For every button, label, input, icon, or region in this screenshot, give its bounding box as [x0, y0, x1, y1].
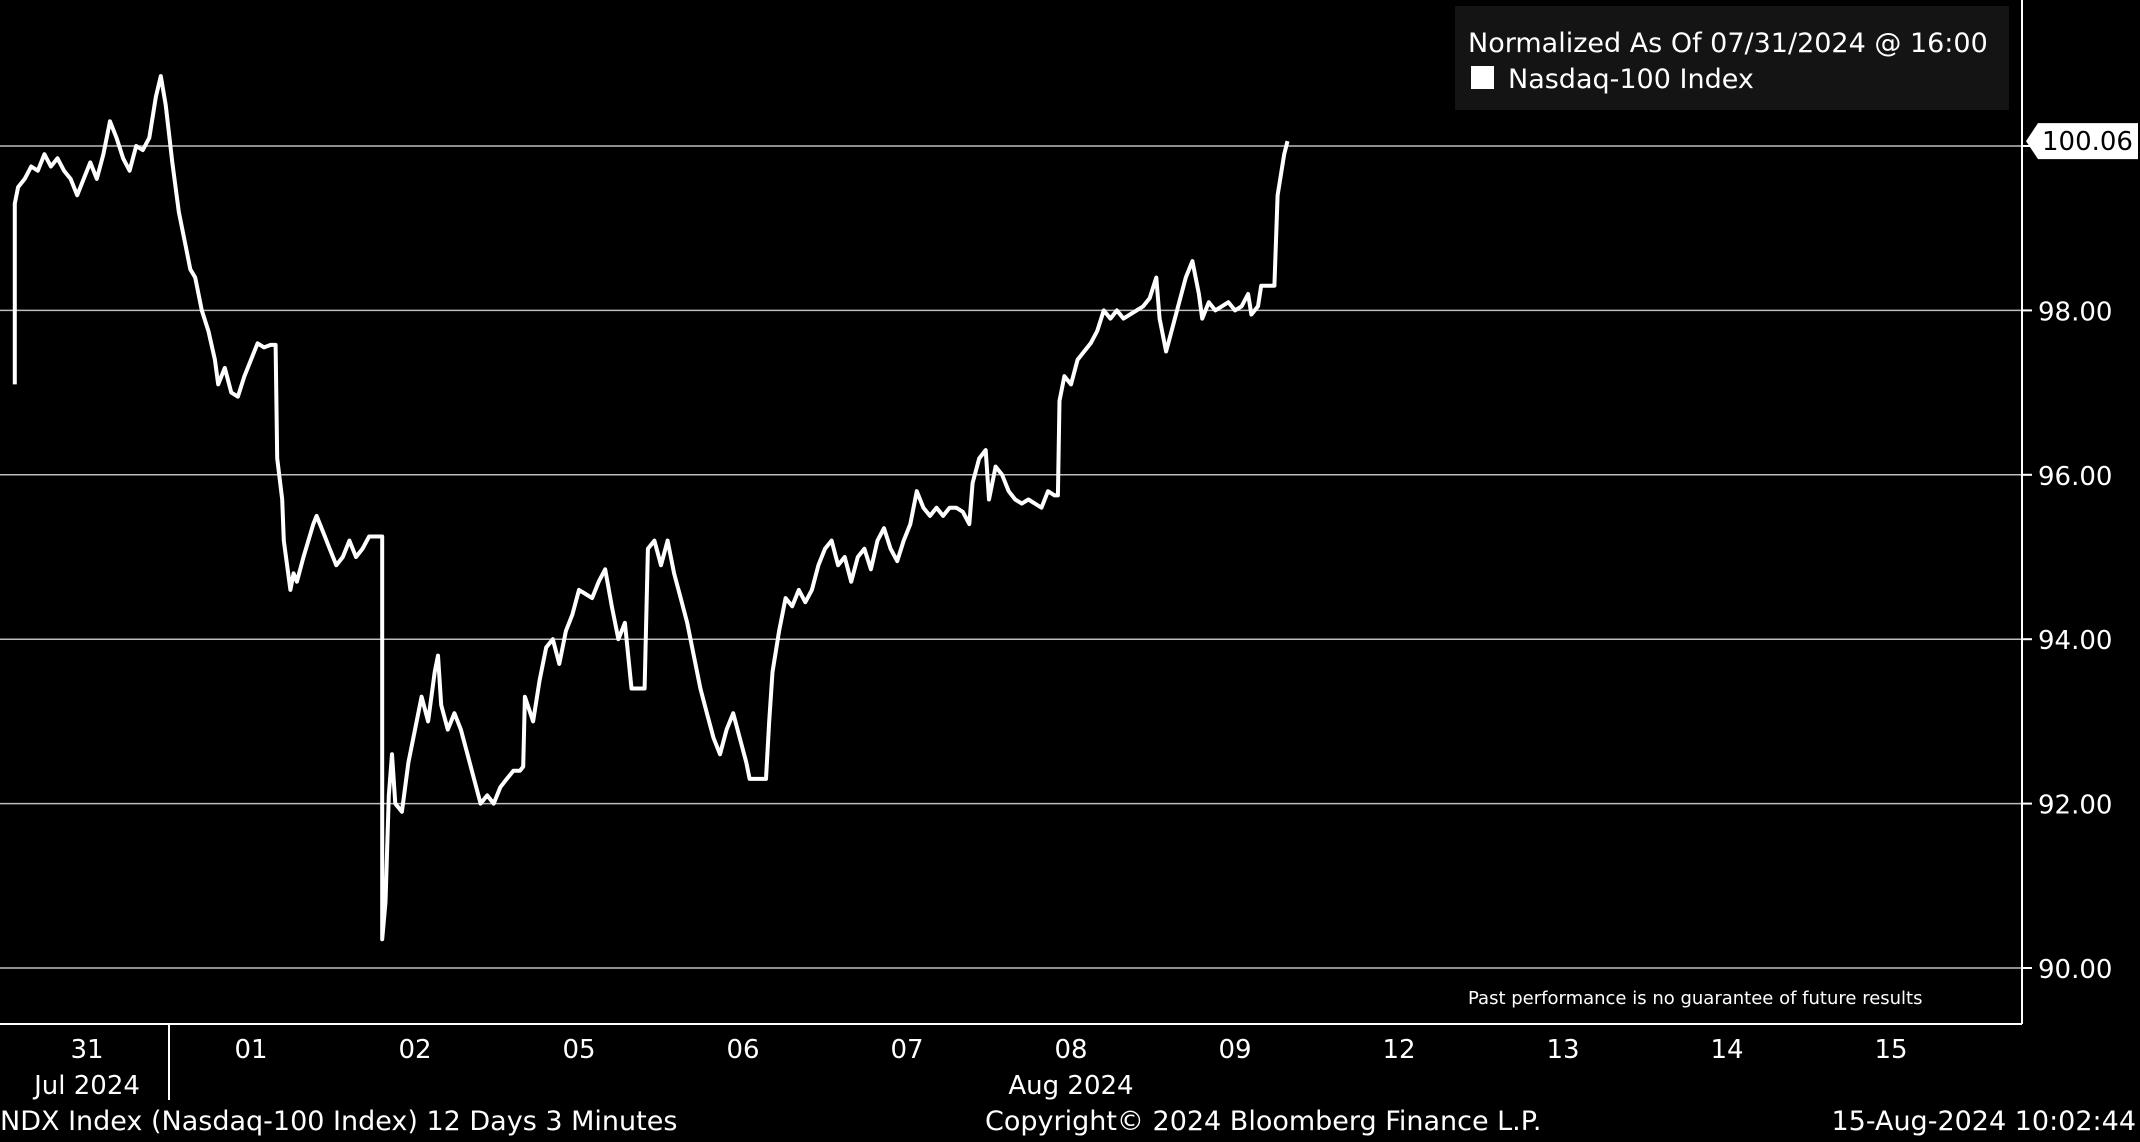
- y-tick-label-3: 96.00: [2038, 462, 2112, 492]
- legend-swatch: [1471, 66, 1494, 89]
- footer-timestamp: 15-Aug-2024 10:02:44: [1831, 1106, 2136, 1137]
- x-tick-label-2: 02: [398, 1035, 431, 1065]
- x-tick-label-5: 07: [890, 1035, 923, 1065]
- last-value-marker: 100.06: [2026, 123, 2138, 160]
- x-tick-label-4: 06: [726, 1035, 759, 1065]
- x-axis-labels: 31 01 02 05 06 07 08 09 12 13 14 15 Jul 2024 Aug 2024: [32, 1035, 1907, 1101]
- last-value-label: 100.06: [2042, 127, 2133, 157]
- y-tick-label-1: 92.00: [2038, 791, 2112, 821]
- footer-security-description: NDX Index (Nasdaq-100 Index) 12 Days 3 M…: [0, 1106, 678, 1137]
- x-tick-label-9: 13: [1546, 1035, 1579, 1065]
- x-tick-label-3: 05: [562, 1035, 595, 1065]
- x-tick-label-0: 31: [70, 1035, 103, 1065]
- x-tick-label-11: 15: [1874, 1035, 1907, 1065]
- y-tick-label-2: 94.00: [2038, 626, 2112, 656]
- series-line-nasdaq-100: [12, 74, 1290, 942]
- x-tick-label-1: 01: [234, 1035, 267, 1065]
- y-tick-label-4: 98.00: [2038, 297, 2112, 327]
- x-tick-label-6: 08: [1054, 1035, 1087, 1065]
- x-tick-label-10: 14: [1710, 1035, 1743, 1065]
- legend-header: Normalized As Of 07/31/2024 @ 16:00: [1468, 28, 1988, 59]
- x-tick-label-7: 09: [1218, 1035, 1251, 1065]
- last-value-box: [2026, 123, 2138, 160]
- footer-copyright: Copyright© 2024 Bloomberg Finance L.P.: [985, 1106, 1542, 1137]
- x-month-label-1: Aug 2024: [1008, 1071, 1133, 1101]
- disclaimer-text: Past performance is no guarantee of futu…: [1468, 988, 1923, 1009]
- legend: Normalized As Of 07/31/2024 @ 16:00 Nasd…: [1455, 6, 2009, 110]
- legend-background: [1455, 6, 2009, 110]
- gridlines: [0, 145, 2032, 969]
- legend-item-label: Nasdaq-100 Index: [1508, 64, 1754, 95]
- y-tick-label-0: 90.00: [2038, 955, 2112, 985]
- x-month-label-0: Jul 2024: [32, 1071, 140, 1101]
- x-tick-label-8: 12: [1382, 1035, 1415, 1065]
